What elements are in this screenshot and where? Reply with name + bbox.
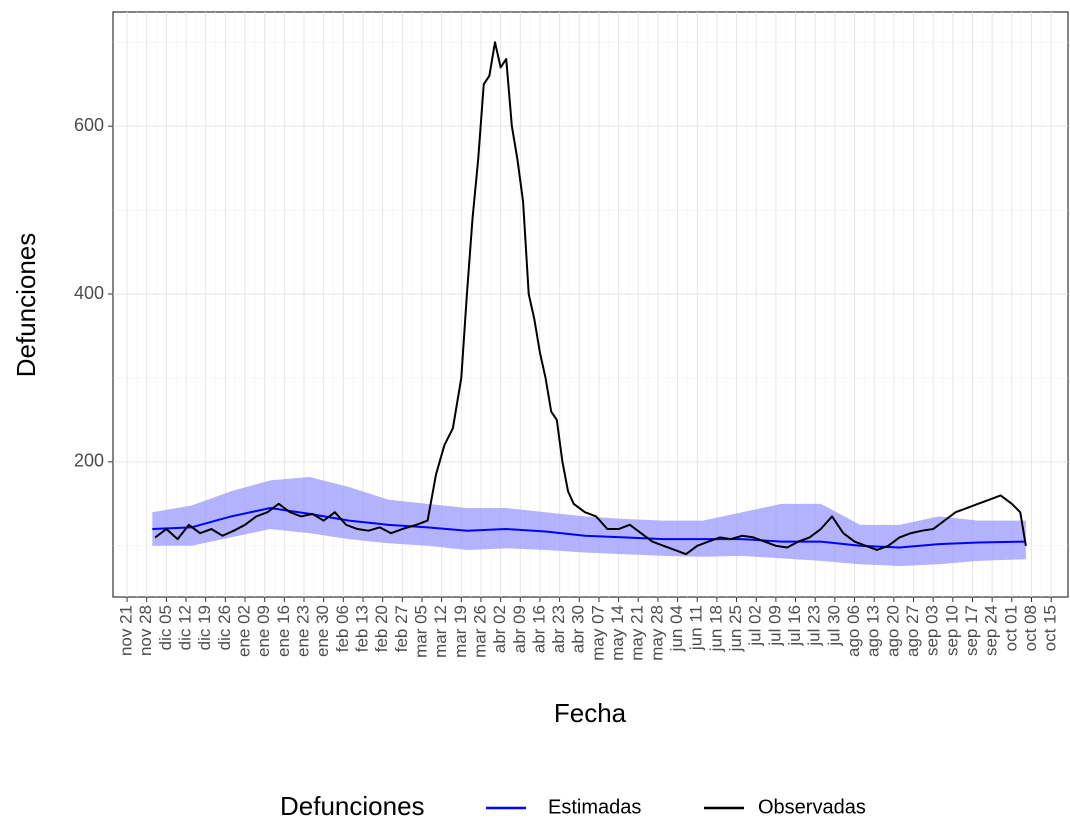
x-tick-label: mar 19 <box>451 605 470 658</box>
series-line <box>154 41 1027 556</box>
x-tick-label: sep 24 <box>982 605 1001 656</box>
x-tick-label: mar 05 <box>411 605 430 658</box>
x-tick-label: may 14 <box>608 605 627 661</box>
x-tick-label: ago 06 <box>844 605 863 657</box>
x-tick-label: oct 15 <box>1041 605 1060 651</box>
x-tick-label: dic 12 <box>176 605 195 650</box>
x-tick-label: jun 25 <box>726 605 745 652</box>
x-tick-label: abr 23 <box>549 605 568 653</box>
x-tick-label: jul 02 <box>746 605 765 647</box>
x-tick-label: ene 02 <box>234 605 253 657</box>
x-tick-label: mar 26 <box>470 605 489 658</box>
x-tick-label: abr 16 <box>529 605 548 653</box>
x-tick-label: jun 18 <box>706 605 725 652</box>
x-tick-label: dic 05 <box>156 605 175 650</box>
x-axis-label: Fecha <box>554 698 627 728</box>
x-tick-label: ago 27 <box>903 605 922 657</box>
x-tick-label: ago 13 <box>864 605 883 657</box>
y-tick-label: 200 <box>74 451 104 471</box>
legend-title: Defunciones <box>280 791 425 821</box>
x-tick-label: sep 03 <box>923 605 942 656</box>
legend-label: Estimadas <box>548 796 641 818</box>
x-tick-label: abr 02 <box>490 605 509 653</box>
x-tick-label: jul 09 <box>765 605 784 647</box>
x-tick-label: may 07 <box>588 605 607 661</box>
x-tick-label: feb 20 <box>372 605 391 652</box>
x-tick-label: feb 13 <box>352 605 371 652</box>
series-line <box>152 507 1026 549</box>
x-tick-label: sep 10 <box>942 605 961 656</box>
x-tick-label: jun 04 <box>667 605 686 652</box>
x-tick-label: ene 16 <box>274 605 293 657</box>
x-tick-label: ene 23 <box>293 605 312 657</box>
x-tick-label: jul 16 <box>785 605 804 647</box>
x-tick-label: dic 26 <box>215 605 234 650</box>
x-tick-label: abr 30 <box>569 605 588 653</box>
x-tick-label: abr 09 <box>510 605 529 653</box>
x-tick-label: jun 11 <box>687 605 706 651</box>
x-tick-label: ene 30 <box>313 605 332 657</box>
x-tick-label: nov 28 <box>136 605 155 656</box>
y-tick-label: 600 <box>74 115 104 135</box>
x-tick-label: may 21 <box>628 605 647 661</box>
y-axis-label: Defunciones <box>11 233 41 378</box>
x-tick-label: jul 30 <box>824 605 843 647</box>
x-tick-label: feb 27 <box>392 605 411 652</box>
x-tick-label: oct 01 <box>1001 605 1020 651</box>
x-tick-label: may 28 <box>647 605 666 661</box>
x-tick-label: oct 08 <box>1021 605 1040 651</box>
x-tick-label: feb 06 <box>333 605 352 652</box>
x-tick-label: ene 09 <box>254 605 273 657</box>
x-tick-label: sep 17 <box>962 605 981 656</box>
x-tick-label: mar 12 <box>431 605 450 658</box>
x-tick-label: ago 20 <box>883 605 902 657</box>
x-tick-label: dic 19 <box>195 605 214 650</box>
legend-label: Observadas <box>758 796 866 818</box>
x-tick-label: jul 23 <box>805 605 824 647</box>
confidence-band <box>152 476 1026 566</box>
y-tick-label: 400 <box>74 283 104 303</box>
x-tick-label: nov 21 <box>117 605 136 656</box>
